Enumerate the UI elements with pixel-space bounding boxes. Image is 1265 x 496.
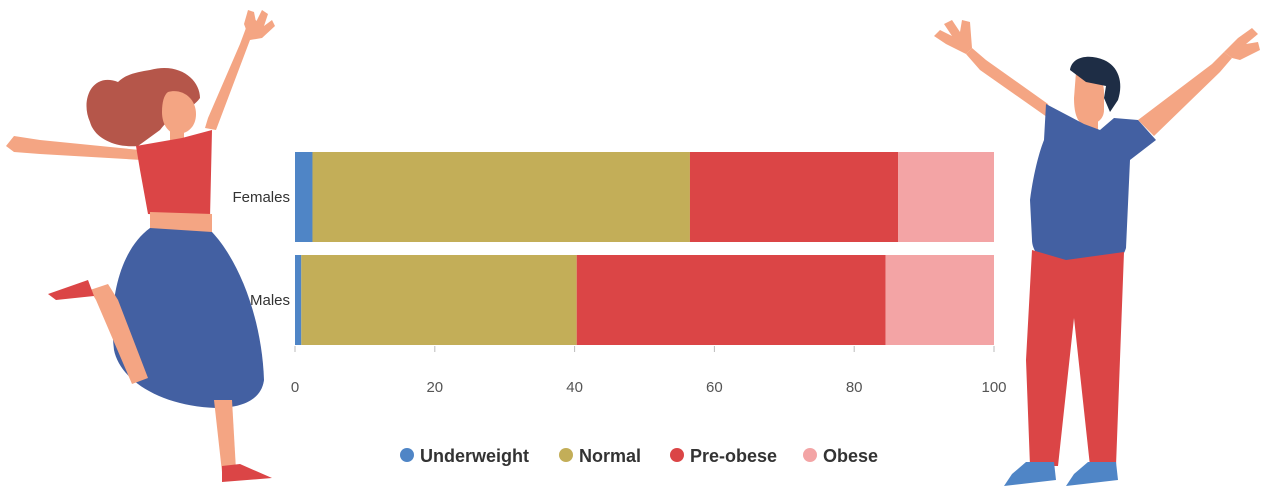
legend-label-pre-obese: Pre-obese xyxy=(690,446,777,466)
category-label-males: Males xyxy=(250,292,290,309)
legend-label-obese: Obese xyxy=(823,446,878,466)
bar-males-underweight xyxy=(295,255,302,345)
x-tick-label-100: 100 xyxy=(981,379,1006,396)
legend-swatch-pre-obese xyxy=(670,448,684,462)
bar-females-underweight xyxy=(295,152,313,242)
bar-males-pre-obese xyxy=(576,255,886,345)
x-axis: 0 20 40 60 80 100 xyxy=(291,346,1007,396)
legend-swatch-normal xyxy=(559,448,573,462)
bar-males-normal xyxy=(301,255,577,345)
x-tick-label-0: 0 xyxy=(291,379,299,396)
category-label-females: Females xyxy=(232,189,290,206)
x-tick-label-80: 80 xyxy=(846,379,863,396)
bar-males-obese xyxy=(885,255,994,345)
man-illustration xyxy=(934,20,1260,486)
x-tick-label-40: 40 xyxy=(566,379,583,396)
legend-label-underweight: Underweight xyxy=(420,446,529,466)
woman-illustration xyxy=(6,10,275,482)
category-labels: Females Males xyxy=(232,189,290,309)
legend-label-normal: Normal xyxy=(579,446,641,466)
x-tick-label-20: 20 xyxy=(426,379,443,396)
legend: Underweight Normal Pre-obese Obese xyxy=(400,446,878,466)
legend-swatch-underweight xyxy=(400,448,414,462)
bars-group xyxy=(295,152,994,345)
legend-swatch-obese xyxy=(803,448,817,462)
bar-females-pre-obese xyxy=(689,152,899,242)
x-tick-label-60: 60 xyxy=(706,379,723,396)
bar-females-obese xyxy=(898,152,994,242)
bar-females-normal xyxy=(312,152,690,242)
